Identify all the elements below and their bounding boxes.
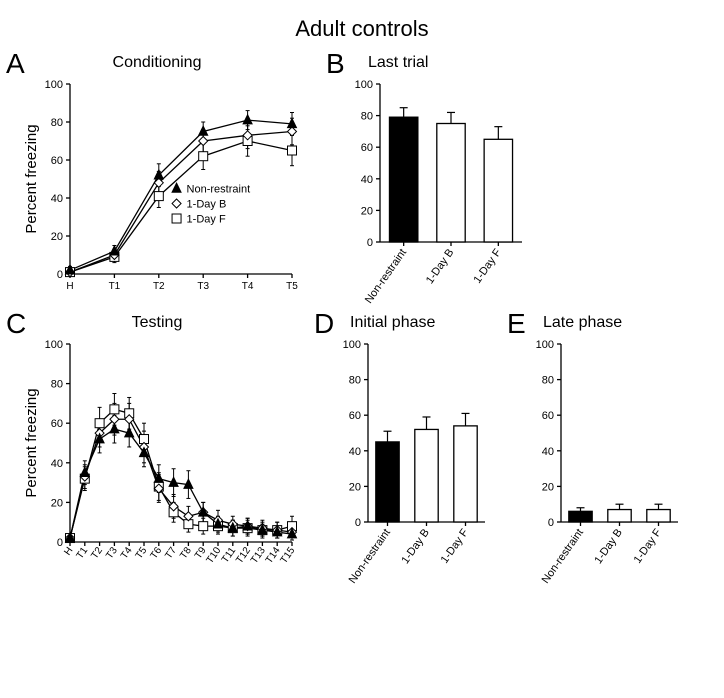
chart-conditioning: 0 20 40 60 80 100 Percent freezing H T1 T2 T3 T4 T5 N… [12,74,302,304]
svg-text:Percent freezing: Percent freezing [23,124,40,233]
row-1: A Conditioning 020406080100Percent freez… [12,54,712,304]
svg-text:40: 40 [349,446,361,458]
svg-text:1-Day B: 1-Day B [399,527,432,566]
svg-text:20: 20 [51,231,63,243]
svg-text:1-Day F: 1-Day F [632,527,664,566]
chart-testing: 020406080100Percent freezingHT1T2T3T4T5T… [12,334,302,584]
svg-text:Non-restraint: Non-restraint [540,527,586,584]
chart-last-trial: 0 20 40 60 80 100 Non-restraint 1-Day B 1-Day F [332,74,532,304]
svg-text:Non-restraint: Non-restraint [363,247,409,304]
svg-text:60: 60 [51,155,63,167]
svg-text:1-Day F: 1-Day F [472,247,504,286]
svg-text:60: 60 [51,418,63,430]
svg-text:1-Day B: 1-Day B [187,199,227,211]
panel-e: E Late phase 020406080100Non-restraint1-… [513,314,688,584]
svg-text:1-Day F: 1-Day F [439,527,471,566]
svg-text:0: 0 [355,517,361,529]
svg-text:80: 80 [361,111,373,123]
svg-text:T3: T3 [104,545,120,561]
svg-text:40: 40 [542,446,554,458]
panel-letter-c: C [6,308,26,340]
svg-text:100: 100 [45,339,63,351]
panel-letter-e: E [507,308,526,340]
svg-text:T8: T8 [178,545,194,561]
svg-text:60: 60 [542,410,554,422]
svg-text:1-Day B: 1-Day B [424,247,457,286]
svg-text:40: 40 [361,174,373,186]
svg-text:100: 100 [343,339,361,351]
svg-text:H: H [66,281,73,292]
svg-text:Percent freezing: Percent freezing [23,388,40,497]
svg-text:0: 0 [548,517,554,529]
svg-text:Non-restraint: Non-restraint [347,527,393,584]
svg-text:0: 0 [367,237,373,249]
svg-text:T4: T4 [119,545,135,561]
panel-a: A Conditioning 020406080100Percent freez… [12,54,302,304]
svg-text:20: 20 [361,205,373,217]
svg-text:80: 80 [51,117,63,129]
panel-title-c: Testing [12,314,302,332]
svg-text:20: 20 [51,497,63,509]
svg-text:T1: T1 [75,545,91,561]
panel-title-d: Initial phase [320,314,495,332]
svg-text:T6: T6 [149,545,165,561]
panel-letter-d: D [314,308,334,340]
svg-text:T12: T12 [234,545,253,566]
svg-text:100: 100 [355,79,373,91]
svg-text:T15: T15 [279,545,298,566]
svg-text:80: 80 [51,379,63,391]
svg-text:20: 20 [542,481,554,493]
panel-c: C Testing 020406080100Percent freezingHT… [12,314,302,584]
svg-text:40: 40 [51,193,63,205]
svg-text:T1: T1 [109,281,121,292]
svg-text:T2: T2 [153,281,165,292]
svg-text:Non-restraint: Non-restraint [187,184,251,196]
panel-title-e: Late phase [513,314,688,332]
chart-initial-phase: 0 20 40 60 80 100 Non-restraint1-Day B1-Day F [320,334,495,584]
svg-text:40: 40 [51,458,63,470]
svg-text:1-Day F: 1-Day F [187,214,226,226]
svg-text:100: 100 [45,79,63,91]
svg-text:60: 60 [349,410,361,422]
svg-text:T13: T13 [249,545,268,566]
panel-title-a: Conditioning [12,54,302,72]
svg-text:60: 60 [361,142,373,154]
svg-text:T4: T4 [242,281,254,292]
svg-text:T7: T7 [163,545,179,561]
svg-text:1-Day B: 1-Day B [592,527,625,566]
svg-text:80: 80 [349,375,361,387]
svg-text:0: 0 [57,537,63,549]
svg-text:100: 100 [536,339,554,351]
chart-late-phase: 0 20 40 60 80 100 Non-restraint1-Day B1-Day F [513,334,688,584]
main-title: Adult controls [12,16,712,42]
svg-text:T11: T11 [220,545,239,565]
panel-d: D Initial phase 020406080100Non-restrain… [320,314,495,584]
svg-text:H: H [62,545,75,557]
svg-text:T5: T5 [286,281,298,292]
svg-text:T2: T2 [89,545,105,561]
svg-text:T5: T5 [134,545,150,561]
svg-text:T10: T10 [205,545,224,566]
svg-text:0: 0 [57,269,63,281]
panel-letter-b: B [326,48,345,80]
panel-letter-a: A [6,48,25,80]
panel-title-b: Last trial [332,54,532,72]
svg-text:20: 20 [349,481,361,493]
panel-b: B Last trial 020406080100Non-restraint1-… [332,54,532,304]
svg-text:T14: T14 [264,545,283,566]
svg-text:T3: T3 [197,281,209,292]
figure-container: Adult controls A Conditioning 0204060801… [12,16,712,584]
row-2: C Testing 020406080100Percent freezingHT… [12,314,712,584]
svg-text:80: 80 [542,375,554,387]
